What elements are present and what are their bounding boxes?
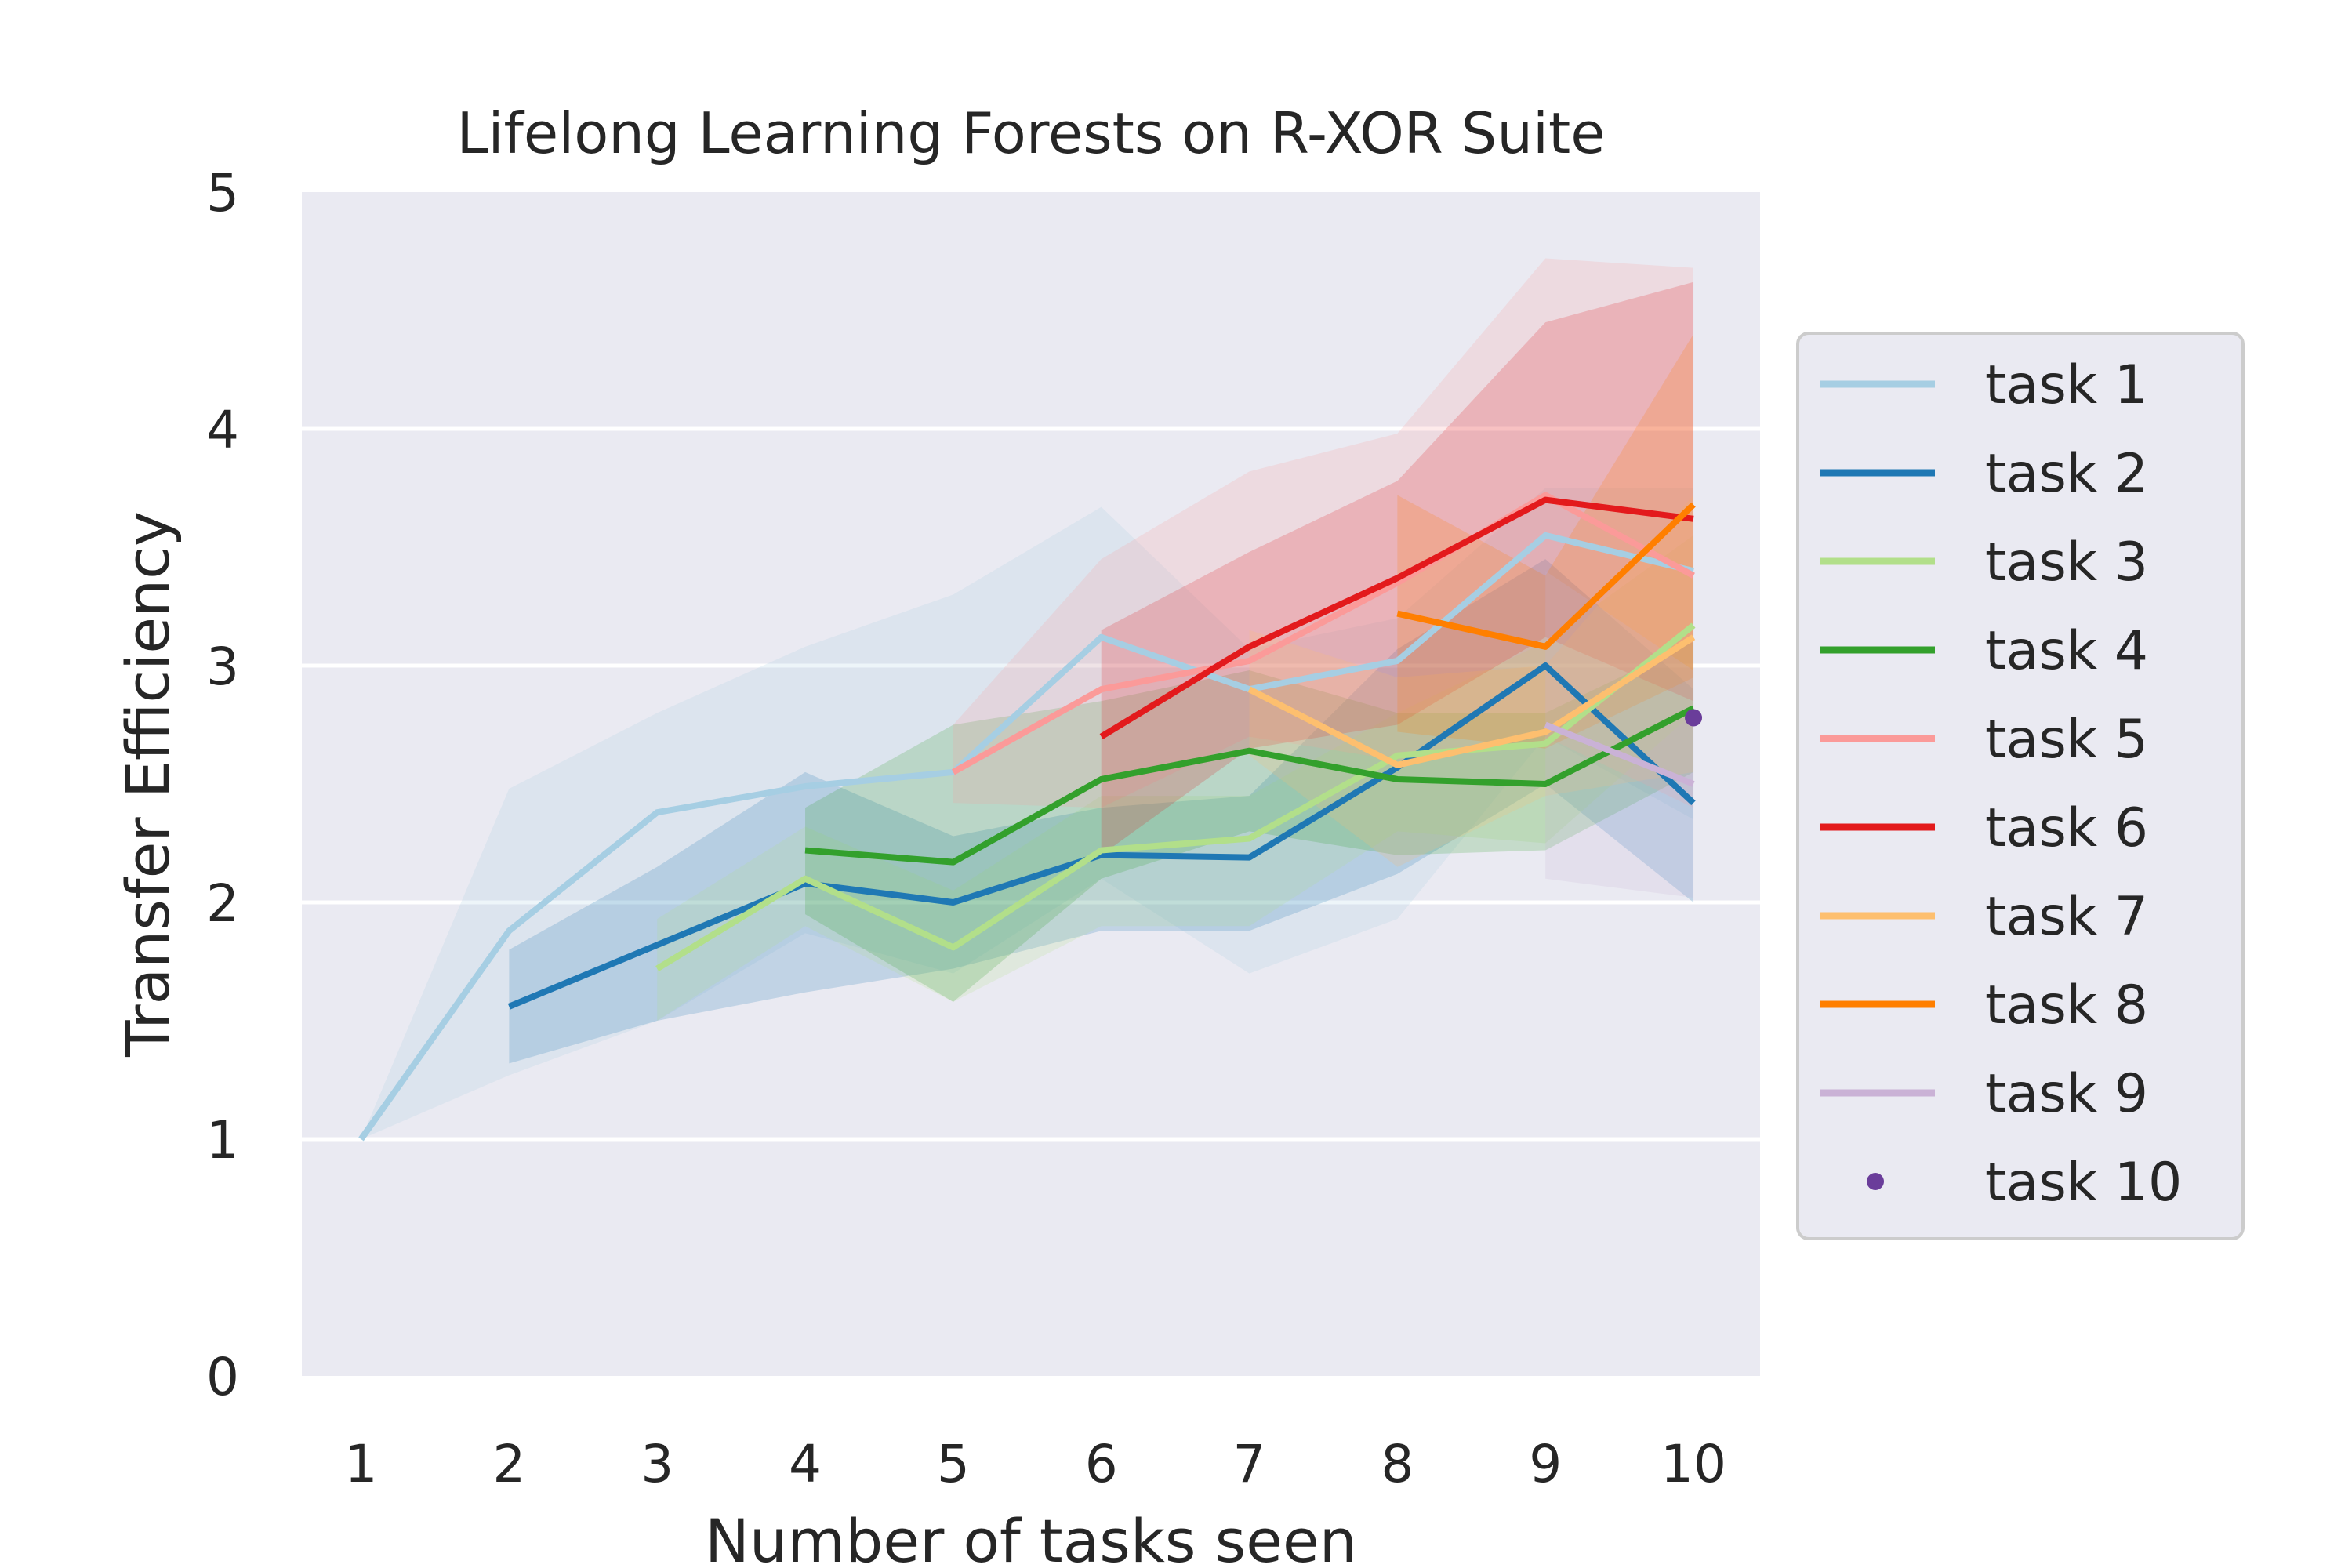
- series-line: [1247, 634, 1696, 768]
- x-tick-label: 4: [789, 1434, 822, 1494]
- x-tick-label: 7: [1233, 1434, 1266, 1494]
- x-tick-label: 10: [1661, 1434, 1726, 1494]
- series-line: [507, 662, 1696, 1010]
- confidence-band: [1101, 281, 1694, 855]
- y-axis-label: Transfer Efficiency: [113, 511, 183, 1058]
- series-lines: [358, 492, 1703, 1142]
- series-line: [1544, 721, 1695, 787]
- legend-label: task 9: [1985, 1063, 2148, 1125]
- x-tick-label: 6: [1085, 1434, 1118, 1494]
- confidence-band: [509, 559, 1694, 1064]
- legend-label: task 3: [1985, 532, 2148, 593]
- y-tick-label: 4: [206, 400, 239, 460]
- legend: task 1 task 2 task 3 task 4 task 5 task 6 task…: [1796, 332, 2245, 1240]
- series-line: [951, 492, 1695, 775]
- series-line: [358, 532, 1694, 1142]
- x-axis-label: Number of tasks seen: [705, 1506, 1357, 1568]
- y-tick-label: 1: [206, 1110, 239, 1171]
- confidence-band: [1397, 334, 1694, 749]
- legend-label: task 1: [1985, 354, 2148, 416]
- series-line: [655, 622, 1696, 971]
- series-line: [1396, 502, 1696, 650]
- series-line: [1099, 496, 1694, 740]
- x-tick-label: 8: [1381, 1434, 1414, 1494]
- x-tick-label: 5: [937, 1434, 970, 1494]
- y-tick-label: 0: [206, 1347, 239, 1407]
- y-axis-ticks: 0 1 2 3 4 5: [206, 163, 239, 1407]
- y-tick-label: 2: [206, 873, 239, 934]
- x-tick-label: 9: [1529, 1434, 1562, 1494]
- legend-label: task 2: [1985, 443, 2148, 505]
- series-point: [1685, 709, 1703, 727]
- legend-marker: [1867, 1173, 1884, 1190]
- x-axis-ticks: 1 2 3 4 5 6 7 8 9 10: [345, 1434, 1726, 1494]
- x-tick-label: 2: [492, 1434, 525, 1494]
- confidence-band: [953, 258, 1694, 808]
- y-tick-label: 3: [206, 637, 239, 697]
- confidence-band: [361, 488, 1694, 1139]
- legend-label: task 8: [1985, 975, 2148, 1036]
- legend-label: task 5: [1985, 709, 2148, 771]
- legend-label: task 6: [1985, 797, 2148, 859]
- x-tick-label: 3: [641, 1434, 673, 1494]
- series-line: [804, 705, 1695, 866]
- legend-label: task 4: [1985, 620, 2148, 682]
- legend-label: task 10: [1985, 1152, 2182, 1214]
- legend-label: task 7: [1985, 886, 2148, 948]
- x-tick-label: 1: [345, 1434, 378, 1494]
- chart-title: Lifelong Learning Forests on R-XOR Suite: [456, 100, 1605, 166]
- y-tick-label: 5: [206, 163, 239, 223]
